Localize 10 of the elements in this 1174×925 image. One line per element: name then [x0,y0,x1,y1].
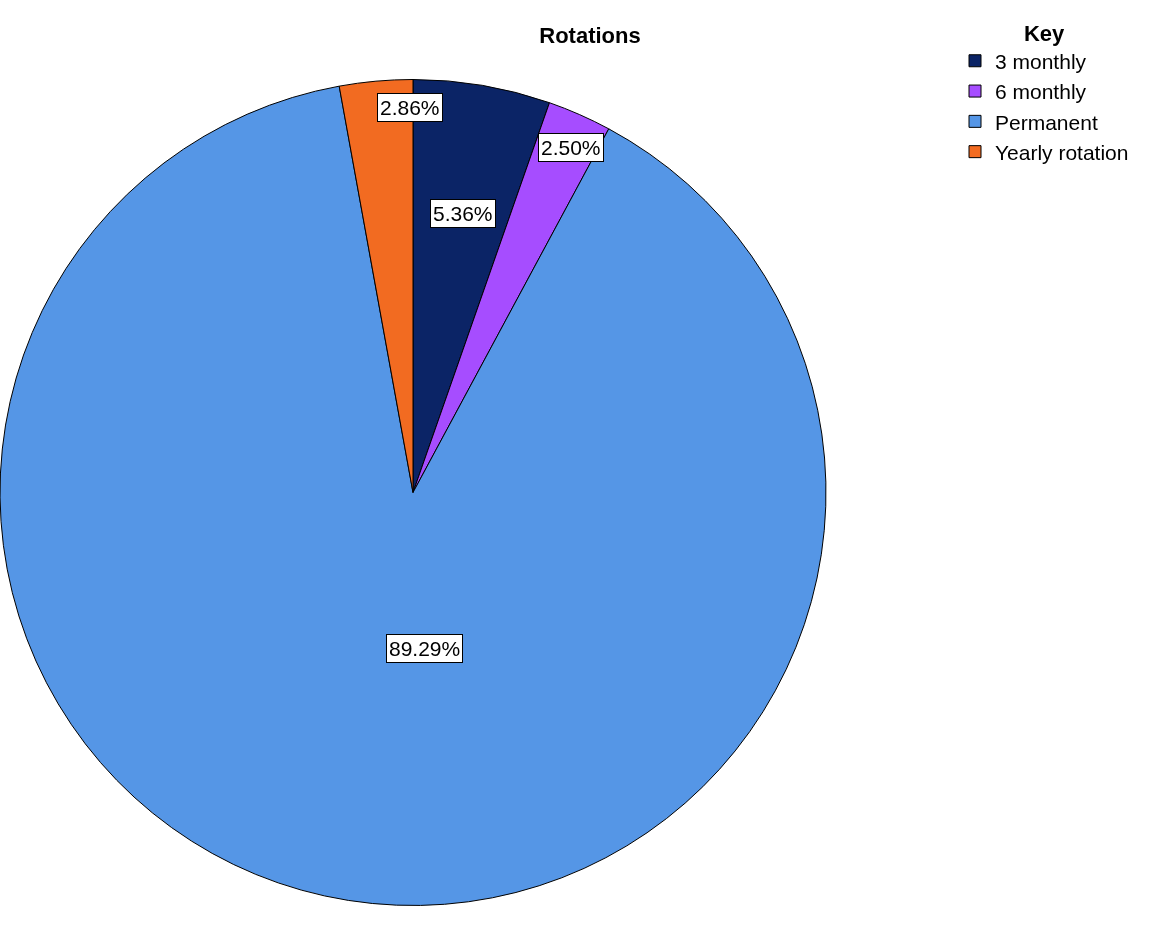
legend-label: 3 monthly [995,49,1087,73]
legend-label: Yearly rotation [995,140,1129,164]
legend-title: Key [1023,20,1066,46]
data-label: 89.29% [389,637,461,660]
chart-title: Rotations [539,22,641,48]
data-label: 2.50% [541,136,601,159]
legend-label: 6 monthly [995,80,1087,104]
data-label: 5.36% [433,202,493,225]
legend-label: Permanent [995,110,1098,134]
data-label: 2.86% [380,96,440,119]
